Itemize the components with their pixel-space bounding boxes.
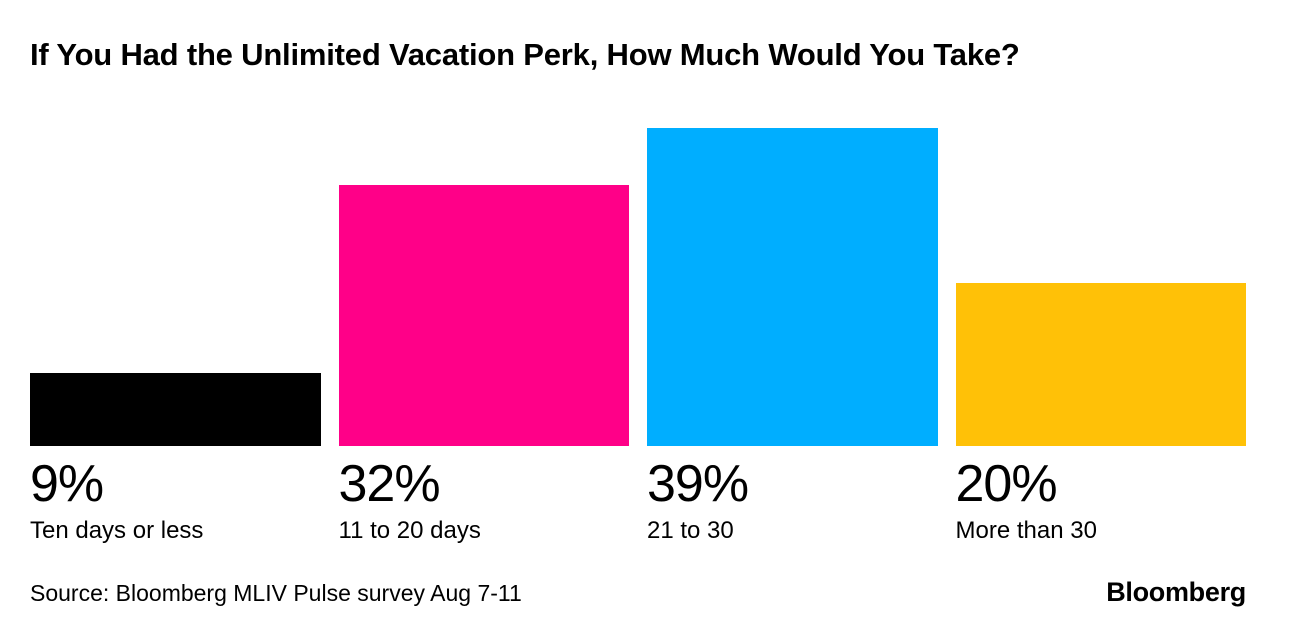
source-note: Source: Bloomberg MLIV Pulse survey Aug …: [30, 580, 522, 606]
chart-title: If You Had the Unlimited Vacation Perk, …: [30, 37, 1020, 72]
bar-track: [338, 128, 629, 447]
bar-group: 20% More than 30: [955, 81, 1246, 551]
bar-chart: 9% Ten days or less 32% 11 to 20 days 39% 21 …: [30, 81, 1246, 551]
bar-group: 32% 11 to 20 days: [338, 81, 629, 551]
bar: [955, 283, 1246, 447]
bar: [30, 373, 321, 447]
value-label: 20%: [955, 455, 1058, 514]
category-label: More than 30: [955, 517, 1097, 545]
bloomberg-logo: Bloomberg: [1106, 577, 1246, 607]
value-label: 9%: [30, 455, 104, 514]
bar-track: [30, 128, 321, 447]
bar: [647, 128, 938, 447]
bar: [338, 185, 629, 447]
category-label: 21 to 30: [647, 517, 734, 545]
bar-group: 9% Ten days or less: [30, 81, 321, 551]
bar-group: 39% 21 to 30: [647, 81, 938, 551]
category-label: 11 to 20 days: [338, 517, 481, 545]
chart-footer: Source: Bloomberg MLIV Pulse survey Aug …: [30, 577, 1246, 608]
bar-track: [955, 128, 1246, 447]
value-label: 39%: [647, 455, 749, 514]
value-label: 32%: [338, 455, 441, 514]
bar-track: [647, 128, 938, 447]
category-label: Ten days or less: [30, 517, 204, 545]
